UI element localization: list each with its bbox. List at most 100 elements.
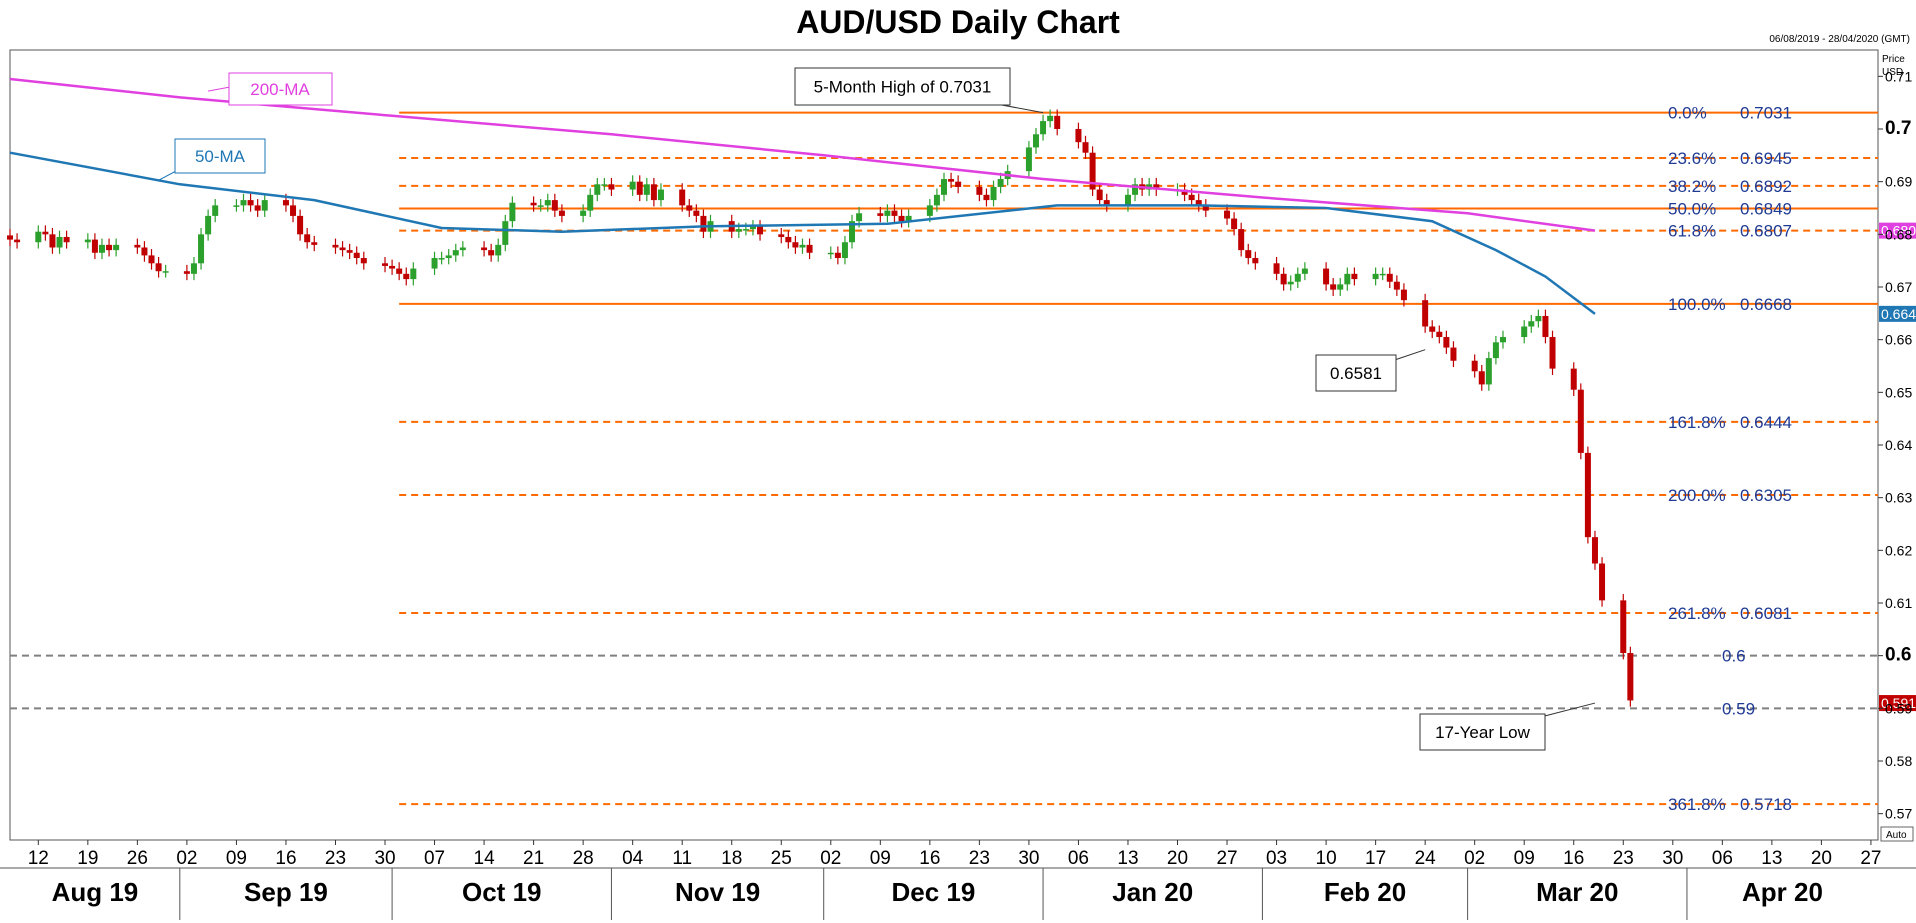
month-label: Apr 20 [1742,877,1823,907]
candle-body [396,268,403,274]
candle-body [1195,200,1202,206]
month-label: Mar 20 [1536,877,1618,907]
candle-body [1492,342,1499,359]
fib-price-label: 0.6668 [1740,295,1792,314]
candle-body [1040,121,1047,135]
fib-price-label: 0.6807 [1740,222,1792,241]
ma200-label-text: 200-MA [250,80,310,99]
candle-body [1294,273,1301,282]
candle-body [35,231,42,243]
x-tick-label: 19 [77,848,98,869]
fib-pct-label: 100.0% [1668,295,1726,314]
candle-body [558,210,565,216]
candle-body [1330,284,1337,290]
candle-body [594,184,601,195]
ma200-label-box [228,72,333,106]
candle-body [1245,250,1252,259]
candle-body [693,210,700,216]
candle-body [98,244,105,253]
fib-price-label: 0.6444 [1740,413,1792,432]
candle-body [686,205,693,211]
y-tick-label: 0.68 [1885,226,1912,242]
candle-body [1528,321,1535,327]
candle-body [1372,273,1379,280]
x-tick-label: 30 [1018,848,1039,869]
x-tick-label: 13 [1117,848,1138,869]
ma50-label-text: 50-MA [195,147,246,166]
candle-body [1499,337,1506,343]
candle-body [905,215,912,222]
candle-body [1627,653,1634,701]
axis-unit-price: Price [1882,54,1905,65]
fib-pct-label: 161.8% [1668,413,1726,432]
candle-body [91,239,98,253]
x-tick-label: 06 [1068,848,1089,869]
candle-body [353,252,360,259]
candle-body [49,234,56,248]
candle-body [1337,284,1344,290]
candle-body [459,247,466,251]
ma50-price-tag-label: 0.6649 [1881,306,1916,322]
ma50-price-tag [1879,305,1916,322]
candle-body [841,242,848,259]
candle-body [1584,452,1591,538]
y-tick-label: 0.58 [1885,753,1912,769]
candle-body [735,229,742,232]
candle-body [757,226,764,235]
candle-body [1054,115,1061,129]
auto-button[interactable] [1880,826,1914,842]
x-tick-label: 02 [1464,848,1485,869]
candle-body [254,205,261,211]
candle-body [544,200,551,206]
candle-body [1351,273,1358,280]
high-box [794,67,1011,106]
month-label: Dec 19 [891,877,975,907]
x-tick-label: 12 [28,848,49,869]
candle-body [1344,273,1351,285]
candle-body [1429,326,1436,332]
candle-body [1577,389,1584,453]
candle-body [339,247,346,251]
candle-body [297,215,304,235]
x-tick-label: 27 [1216,848,1237,869]
candle-body [1570,368,1577,390]
candle-body [233,205,240,207]
y-tick-label: 0.69 [1885,174,1912,190]
candle-body [1422,300,1429,327]
horizontal-level-label: 0.6 [1722,647,1746,666]
candle-body [1224,210,1231,219]
candle-body [1471,360,1478,372]
candle-body [134,244,141,248]
candle-body [587,194,594,211]
fibonacci-levels: 0.0% 0.7031 23.6% 0.6945 38.2% 0.6892 50.0% 0.6… [399,104,1878,814]
candle-body [679,189,686,206]
x-tick-label: 09 [1514,848,1535,869]
candle-body [749,226,756,230]
candle-body [410,268,417,280]
high-text: 5-Month High of 0.7031 [814,78,992,97]
fib-pct-label: 38.2% [1668,177,1716,196]
candle-body [141,247,148,256]
candle-body [1400,289,1407,301]
candle-body [1485,358,1492,385]
fib-price-label: 0.5718 [1740,795,1792,814]
ma200-price-tag-label: 0.680 [1881,223,1916,239]
candle-body [778,234,785,237]
candle-body [877,213,884,216]
x-tick-label: 28 [573,848,594,869]
x-tick-label: 04 [622,848,644,869]
fib-price-label: 0.6945 [1740,149,1792,168]
candle-body [1124,194,1131,206]
x-tick-label: 30 [374,848,395,869]
candle-body [580,210,587,216]
y-tick-label: 0.65 [1885,384,1912,400]
ma200-price-tag [1879,222,1916,239]
auto-button-label[interactable]: Auto [1886,830,1907,841]
candle-body [282,200,289,206]
x-tick-label: 20 [1167,848,1188,869]
candle-body [898,215,905,222]
candle-body [1323,268,1330,285]
x-tick-label: 16 [275,848,296,869]
candle-body [1542,315,1549,338]
